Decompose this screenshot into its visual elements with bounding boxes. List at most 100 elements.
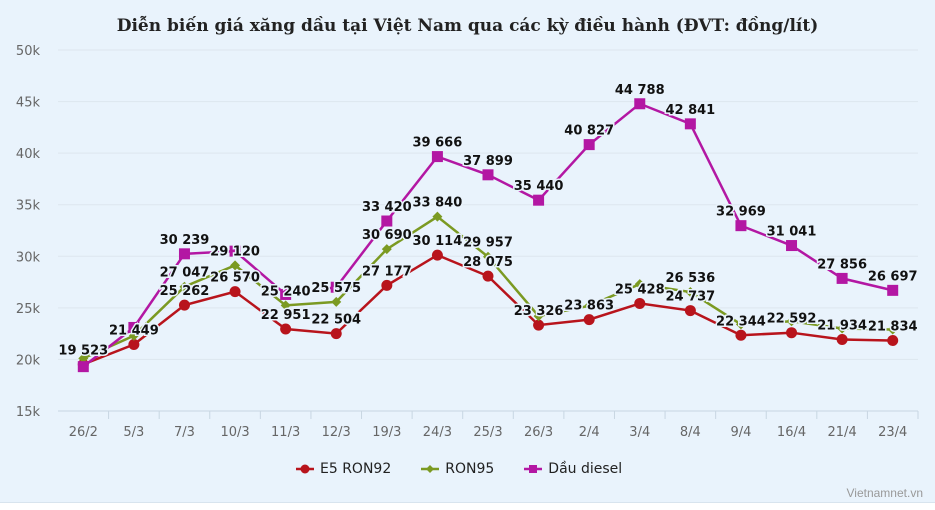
data-point (431, 249, 443, 261)
data-point (432, 211, 443, 222)
data-point (178, 299, 190, 311)
data-label: 25 575 (311, 281, 361, 296)
data-label: 23 326 (514, 304, 564, 319)
data-point (634, 279, 645, 290)
data-label: 44 788 (615, 83, 665, 98)
x-tick-label: 12/3 (322, 425, 351, 440)
x-tick-label: 25/3 (473, 425, 502, 440)
data-label: 37 899 (463, 154, 513, 169)
data-label: 22 504 (311, 313, 361, 328)
x-tick-label: 2/4 (579, 425, 600, 440)
data-label: 30 690 (362, 228, 412, 243)
legend: E5 RON92 RON95 Dầu diesel (296, 461, 622, 477)
data-point (381, 244, 392, 255)
data-point (533, 311, 544, 322)
x-tick-label: 24/3 (423, 425, 452, 440)
data-label: 25 240 (261, 284, 311, 299)
data-point (229, 286, 241, 298)
data-label: 39 666 (413, 136, 463, 151)
data-point (381, 215, 393, 227)
data-point (280, 300, 291, 311)
data-point (836, 272, 848, 284)
x-tick-label: 19/3 (372, 425, 401, 440)
data-point (230, 260, 241, 271)
data-point (634, 98, 646, 110)
data-point (684, 305, 696, 317)
data-point (179, 281, 190, 292)
data-point (786, 327, 798, 339)
y-tick-label: 40k (16, 147, 41, 162)
data-label: 35 440 (514, 179, 564, 194)
data-point (837, 323, 848, 334)
data-label: 22 592 (767, 312, 817, 327)
y-tick-label: 25k (16, 302, 41, 317)
data-label: 21 834 (868, 320, 918, 335)
x-tick-label: 9/4 (730, 425, 751, 440)
data-point (685, 287, 696, 298)
data-point (128, 338, 140, 350)
data-point (786, 316, 797, 327)
legend-label: Dầu diesel (548, 461, 623, 477)
data-point (533, 319, 545, 331)
data-label: 33 840 (413, 196, 463, 211)
data-point (483, 251, 493, 262)
data-label: 21 449 (109, 323, 159, 338)
y-tick-label: 15k (16, 405, 41, 420)
x-tick-label: 26/3 (524, 425, 553, 440)
data-label: 26 536 (665, 271, 715, 286)
chart-title: Diễn biến giá xăng dầu tại Việt Nam qua … (116, 16, 819, 36)
y-tick-label: 45k (16, 96, 41, 111)
data-point (786, 240, 798, 252)
data-point (887, 284, 899, 296)
data-point (280, 288, 292, 300)
data-point (583, 139, 595, 151)
data-point (887, 335, 899, 347)
legend-marker-icon (524, 465, 543, 473)
x-tick-label: 5/3 (123, 425, 144, 440)
x-tick-label: 11/3 (271, 425, 300, 440)
legend-marker-icon (421, 465, 440, 473)
legend-item[interactable]: Dầu diesel (524, 461, 622, 477)
legend-label: RON95 (445, 461, 495, 477)
data-label: 32 969 (716, 205, 766, 220)
data-point (78, 353, 89, 364)
data-point (280, 323, 292, 335)
x-tick-label: 8/4 (680, 425, 701, 440)
data-label: 22 951 (261, 308, 311, 323)
data-point (735, 220, 747, 232)
x-tick-label: 3/4 (629, 425, 650, 440)
data-label: 33 420 (362, 200, 412, 215)
data-label: 29 957 (463, 236, 513, 251)
x-tick-label: 26/2 (69, 425, 98, 440)
data-point (684, 118, 696, 130)
data-point (128, 321, 140, 333)
legend-label: E5 RON92 (320, 461, 392, 477)
data-label: 24 737 (665, 290, 715, 305)
data-point (584, 300, 595, 311)
data-label: 25 428 (615, 282, 665, 297)
data-point (229, 245, 241, 257)
data-point (178, 248, 190, 260)
data-label: 27 177 (362, 264, 412, 279)
y-tick-label: 20k (16, 353, 41, 368)
y-tick-label: 35k (16, 199, 41, 214)
data-point (381, 279, 393, 291)
data-label: 31 041 (767, 225, 817, 240)
x-tick-label: 7/3 (174, 425, 195, 440)
data-point (128, 330, 139, 341)
data-point (431, 151, 443, 163)
data-point (887, 324, 898, 335)
x-tick-label: 23/4 (878, 425, 907, 440)
y-tick-label: 50k (16, 44, 41, 59)
data-label: 21 934 (817, 318, 867, 333)
data-point (735, 329, 747, 341)
legend-item[interactable]: E5 RON92 (296, 461, 391, 477)
legend-item[interactable]: RON95 (421, 461, 494, 477)
x-tick-label: 10/3 (220, 425, 249, 440)
data-point (583, 314, 595, 326)
data-label: 42 841 (665, 103, 715, 118)
data-point (735, 319, 746, 330)
data-label: 29 120 (210, 244, 260, 259)
watermark: Vietnamnet.vn (846, 486, 924, 500)
